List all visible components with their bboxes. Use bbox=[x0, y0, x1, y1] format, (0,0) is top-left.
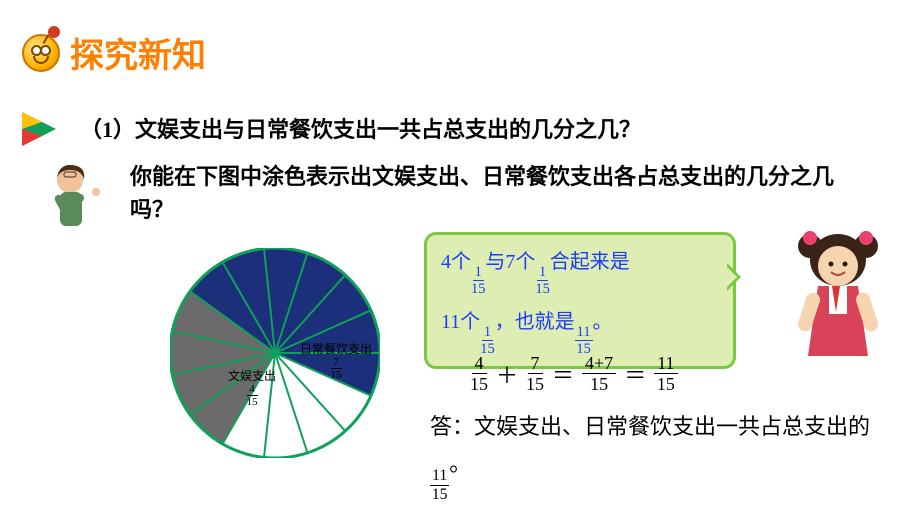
equation: 415 ＋ 715 ＝ 4+715 ＝ 1115 bbox=[468, 354, 680, 393]
bubble-line-2: 11个115，也就是1115。 bbox=[441, 305, 719, 357]
arrow-bullet-icon bbox=[18, 108, 60, 150]
teacher-illustration bbox=[34, 158, 112, 236]
question-2: 你能在下图中涂色表示出文娱支出、日常餐饮支出各占总支出的几分之几吗？ bbox=[130, 160, 860, 226]
mascot-icon bbox=[22, 34, 60, 72]
answer-text: 答：文娱支出、日常餐饮支出一共占总支出的1115。 bbox=[430, 408, 870, 503]
pie-label-dining: 日常餐饮支出 715 bbox=[300, 343, 372, 381]
question-1: （1）文娱支出与日常餐饮支出一共占总支出的几分之几？ bbox=[80, 112, 641, 144]
bubble-line-1: 4个115与7个115合起来是 bbox=[441, 245, 719, 297]
speech-bubble: 4个115与7个115合起来是 11个115，也就是1115。 bbox=[424, 232, 736, 369]
girl-illustration bbox=[774, 216, 902, 366]
pie-chart: 日常餐饮支出 715 文娱支出 415 bbox=[170, 248, 380, 458]
page-title: 探究新知 bbox=[70, 28, 206, 77]
header: 探究新知 bbox=[0, 0, 920, 77]
pie-label-entertainment: 文娱支出 415 bbox=[228, 370, 276, 408]
